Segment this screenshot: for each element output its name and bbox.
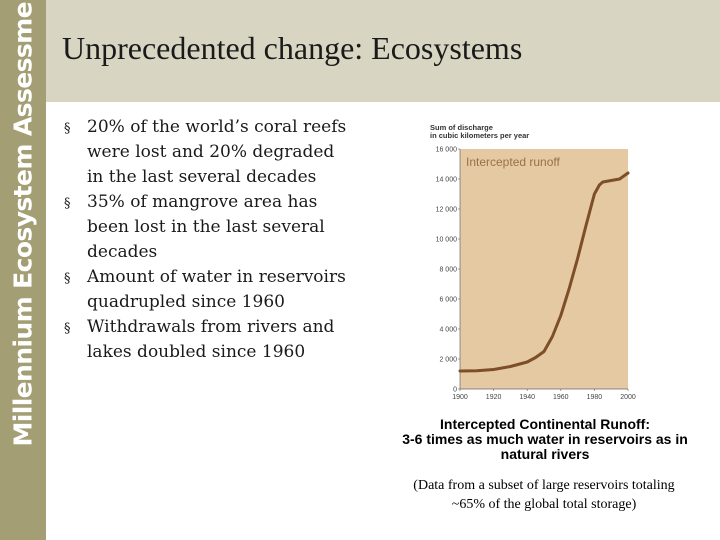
x-tick-label: 1960 [553, 394, 569, 401]
bullet-text: Amount of water in reservoirs quadrupled… [87, 267, 346, 312]
y-tick-label: 6 000 [439, 297, 457, 304]
y-tick-label: 8 000 [439, 267, 457, 274]
x-tick-label: 2000 [620, 394, 636, 401]
sidebar-brand-text: Millennium Ecosystem Assessment [8, 0, 38, 447]
bullet-icon: § [64, 196, 71, 211]
x-tick-label: 1920 [486, 394, 502, 401]
y-tick-label: 0 [453, 387, 457, 394]
y-tick-label: 2 000 [439, 357, 457, 364]
y-tick-label: 14 000 [436, 177, 458, 184]
data-note-line: ~65% of the global total storage) [451, 497, 637, 512]
bullet-text: 20% of the world’s coral reefs were lost… [87, 117, 347, 187]
y-tick-label: 12 000 [436, 207, 458, 214]
data-note-line: (Data from a subset of large reservoirs … [413, 478, 675, 493]
y-tick-label: 16 000 [436, 147, 458, 154]
bullet-text: 35% of mangrove area has been lost in th… [87, 192, 325, 262]
bullet-icon: § [64, 271, 71, 286]
page-title: Unprecedented change: Ecosystems [62, 30, 523, 66]
series-line-intercepted-runoff [458, 171, 630, 373]
x-tick-label: 1900 [452, 394, 468, 401]
bullet-item: § Amount of water in reservoirs quadruple… [62, 265, 347, 315]
y-tick-label: 4 000 [439, 327, 457, 334]
bullet-item: § 35% of mangrove area has been lost in t… [62, 190, 347, 265]
bullet-icon: § [64, 321, 71, 336]
y-axis-title-line: in cubic kilometers per year [430, 131, 529, 140]
sidebar: Millennium Ecosystem Assessment [0, 0, 46, 540]
bullet-item: § Withdrawals from rivers and lakes doubl… [62, 315, 347, 365]
data-note: (Data from a subset of large reservoirs … [372, 476, 716, 514]
x-tick-label: 1940 [519, 394, 535, 401]
header: Unprecedented change: Ecosystems [46, 0, 720, 102]
bullet-item: § 20% of the world’s coral reefs were los… [62, 115, 347, 190]
chart-caption: Intercepted Continental Runoff: 3-6 time… [375, 417, 715, 462]
x-tick-label: 1980 [587, 394, 603, 401]
bullet-text: Withdrawals from rivers and lakes double… [87, 317, 335, 362]
chart-caption-line: natural rivers [500, 446, 590, 462]
chart-caption-line: Intercepted Continental Runoff: [440, 416, 650, 432]
bullet-icon: § [64, 121, 71, 136]
chart-caption-line: 3-6 times as much water in reservoirs as… [402, 431, 688, 447]
y-axis-title-line: Sum of discharge [430, 123, 493, 132]
y-tick-label: 10 000 [436, 237, 458, 244]
series-label: Intercepted runoff [466, 155, 561, 169]
bullet-list: § 20% of the world’s coral reefs were los… [62, 115, 347, 365]
